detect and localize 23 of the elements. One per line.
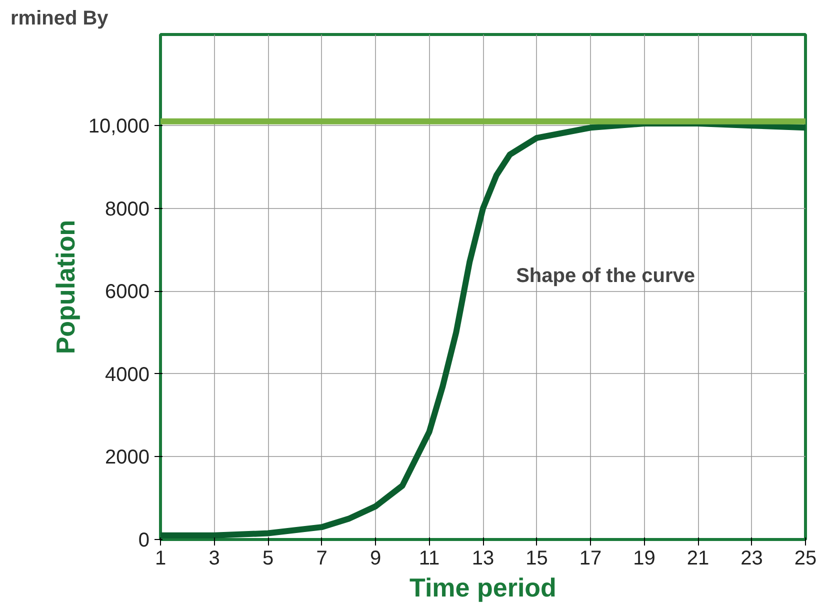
y-tick-label: 6000 <box>105 281 150 304</box>
annotation: Shape of the curve <box>516 265 696 287</box>
x-tick-label: 25 <box>794 548 817 570</box>
x-tick-label: 17 <box>579 548 602 570</box>
x-tick-label: 15 <box>526 548 548 570</box>
x-tick-label: 3 <box>208 548 220 570</box>
y-tick-label: 10,000 <box>88 116 150 138</box>
x-tick-label: 21 <box>686 548 710 570</box>
x-tick-label: 9 <box>370 548 382 570</box>
x-tick-label: 13 <box>472 548 494 570</box>
x-tick-label: 5 <box>262 548 274 570</box>
x-tick-label: 7 <box>316 548 328 570</box>
x-axis-title: Time period <box>410 572 556 602</box>
y-tick-label: 4000 <box>105 364 150 386</box>
x-tick-label: 23 <box>740 548 763 570</box>
y-tick-label: 2000 <box>105 446 150 469</box>
x-tick-label: 11 <box>418 548 440 570</box>
x-tick-label: 1 <box>154 548 166 570</box>
y-tick-label: 0 <box>138 530 150 552</box>
y-axis-title: Population <box>50 220 80 354</box>
x-tick-label: 19 <box>633 548 656 570</box>
text: rmined By <box>10 8 110 30</box>
y-tick-label: 8000 <box>105 198 150 220</box>
